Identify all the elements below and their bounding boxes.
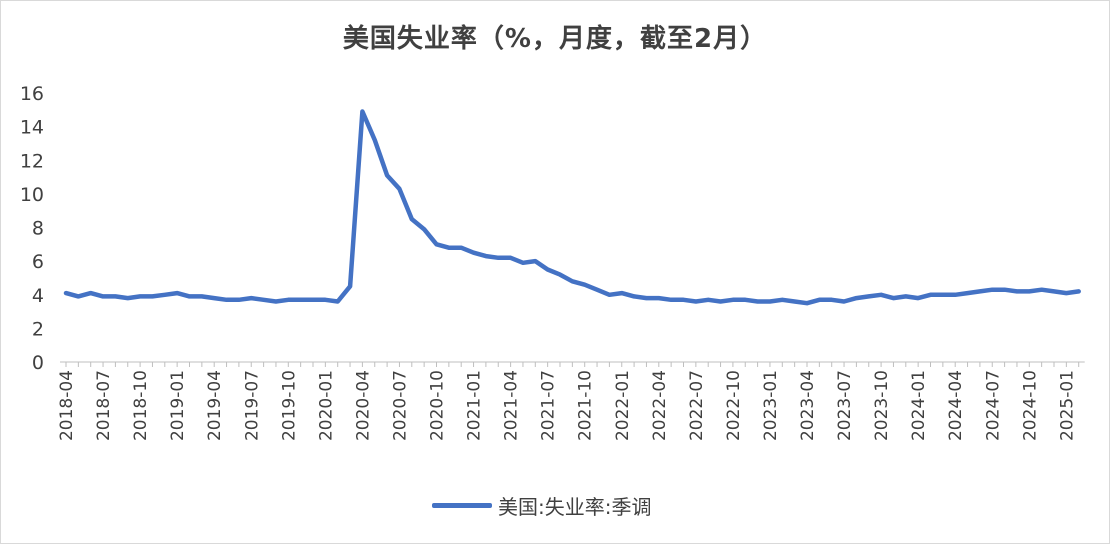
x-tick-label: 2022-07	[687, 370, 707, 441]
x-tick-label: 2022-10	[724, 370, 744, 441]
chart-legend: 美国:失业率:季调	[432, 490, 651, 520]
x-tick-label: 2021-10	[576, 370, 596, 441]
y-tick-label: 16	[20, 83, 44, 105]
x-tick-label: 2024-01	[909, 370, 929, 441]
y-tick-label: 12	[20, 150, 44, 172]
y-tick-label: 0	[32, 352, 44, 374]
x-tick-label: 2018-04	[57, 370, 77, 441]
x-tick-label: 2024-10	[1020, 370, 1040, 441]
chart-title: 美国失业率（%，月度，截至2月）	[342, 24, 768, 54]
x-tick-label: 2024-07	[983, 370, 1003, 441]
x-tick-label: 2020-10	[428, 370, 448, 441]
x-tick-label: 2018-10	[131, 370, 151, 441]
x-tick-label: 2023-04	[798, 370, 818, 441]
x-tick-label: 2019-07	[242, 370, 262, 441]
x-tick-label: 2022-04	[650, 370, 670, 441]
y-tick-label: 2	[32, 318, 44, 340]
x-tick-label: 2020-01	[316, 370, 336, 441]
x-tick-label: 2022-01	[613, 370, 633, 441]
x-tick-label: 2021-04	[502, 370, 522, 441]
y-tick-label: 4	[32, 285, 44, 307]
x-tick-label: 2023-07	[835, 370, 855, 441]
x-tick-label: 2019-04	[205, 370, 225, 441]
x-tick-label: 2021-01	[465, 370, 485, 441]
x-tick-label: 2025-01	[1057, 370, 1077, 441]
y-tick-label: 6	[32, 251, 44, 273]
series-line-unemployment	[63, 109, 1081, 306]
x-tick-label: 2020-04	[353, 370, 373, 441]
x-tick-label: 2019-01	[168, 370, 188, 441]
x-tick-label: 2023-10	[872, 370, 892, 441]
x-tick-label: 2020-07	[390, 370, 410, 441]
x-tick-label: 2024-04	[946, 370, 966, 441]
x-tick-label: 2023-01	[761, 370, 781, 441]
legend-label: 美国:失业率:季调	[498, 494, 652, 519]
y-tick-label: 14	[20, 117, 44, 139]
y-tick-label: 10	[20, 184, 44, 206]
y-tick-label: 8	[32, 218, 44, 240]
x-tick-label: 2018-07	[94, 370, 114, 441]
legend-swatch	[432, 502, 492, 508]
x-tick-label: 2019-10	[279, 370, 299, 441]
x-tick-label: 2021-07	[539, 370, 559, 441]
